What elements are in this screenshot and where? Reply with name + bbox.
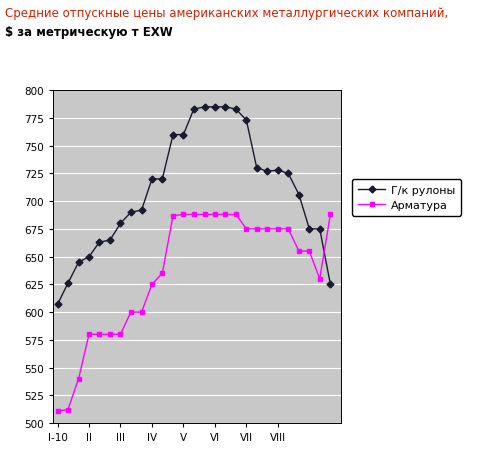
- Г/к рулоны: [233, 107, 239, 112]
- Арматура: [128, 310, 134, 315]
- Арматура: [159, 271, 165, 276]
- Г/к рулоны: [285, 172, 291, 177]
- Г/к рулоны: [76, 260, 82, 265]
- Г/к рулоны: [264, 169, 270, 175]
- Г/к рулоны: [149, 177, 155, 182]
- Арматура: [96, 332, 102, 337]
- Text: Средние отпускные цены американских металлургических компаний,: Средние отпускные цены американских мета…: [5, 7, 448, 20]
- Г/к рулоны: [243, 118, 249, 124]
- Г/к рулоны: [180, 132, 186, 138]
- Арматура: [222, 212, 228, 218]
- Арматура: [118, 332, 123, 337]
- Г/к рулоны: [96, 240, 102, 245]
- Арматура: [65, 407, 71, 413]
- Г/к рулоны: [222, 105, 228, 111]
- Арматура: [107, 332, 113, 337]
- Арматура: [212, 212, 218, 218]
- Г/к рулоны: [327, 282, 333, 288]
- Арматура: [327, 212, 333, 218]
- Арматура: [275, 227, 281, 232]
- Арматура: [285, 227, 291, 232]
- Line: Г/к рулоны: Г/к рулоны: [55, 105, 333, 307]
- Арматура: [55, 408, 60, 414]
- Г/к рулоны: [107, 238, 113, 243]
- Арматура: [233, 212, 239, 218]
- Арматура: [317, 277, 323, 282]
- Г/к рулоны: [296, 192, 302, 198]
- Г/к рулоны: [65, 281, 71, 286]
- Арматура: [296, 249, 302, 254]
- Г/к рулоны: [118, 221, 123, 227]
- Арматура: [180, 212, 186, 218]
- Арматура: [149, 282, 155, 288]
- Text: $ за метрическую т EXW: $ за метрическую т EXW: [5, 26, 172, 40]
- Арматура: [306, 249, 312, 254]
- Арматура: [264, 227, 270, 232]
- Г/к рулоны: [202, 105, 207, 111]
- Г/к рулоны: [191, 107, 197, 112]
- Г/к рулоны: [317, 227, 323, 232]
- Г/к рулоны: [139, 208, 144, 213]
- Арматура: [76, 376, 82, 382]
- Г/к рулоны: [55, 302, 60, 308]
- Арматура: [243, 227, 249, 232]
- Legend: Г/к рулоны, Арматура: Г/к рулоны, Арматура: [352, 180, 461, 216]
- Арматура: [86, 332, 92, 337]
- Арматура: [202, 212, 207, 218]
- Г/к рулоны: [128, 210, 134, 216]
- Арматура: [139, 310, 144, 315]
- Г/к рулоны: [275, 168, 281, 173]
- Г/к рулоны: [254, 166, 260, 171]
- Арматура: [254, 227, 260, 232]
- Г/к рулоны: [306, 227, 312, 232]
- Г/к рулоны: [86, 254, 92, 260]
- Г/к рулоны: [159, 177, 165, 182]
- Арматура: [170, 213, 176, 219]
- Арматура: [191, 212, 197, 218]
- Line: Арматура: Арматура: [55, 212, 333, 414]
- Г/к рулоны: [212, 105, 218, 111]
- Г/к рулоны: [170, 132, 176, 138]
